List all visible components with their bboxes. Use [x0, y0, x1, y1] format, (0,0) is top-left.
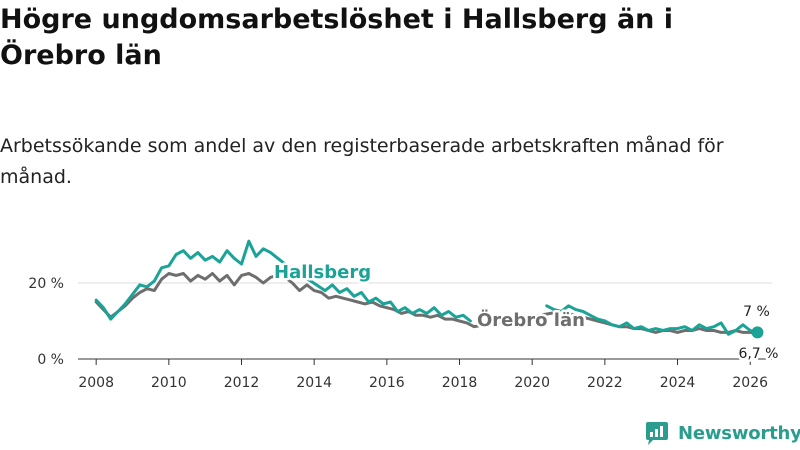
x-tick-label: 2024: [660, 375, 696, 391]
end-point-hallsberg: [751, 326, 764, 339]
end-label-orebro-lan: 6,7 %: [738, 346, 778, 362]
end-label-hallsberg: 7 %: [743, 304, 770, 320]
x-tick-label: 2014: [296, 375, 332, 391]
x-tick-label: 2016: [369, 375, 405, 391]
chart-title: Högre ungdomsarbetslöshet i Hallsberg än…: [0, 4, 674, 71]
x-tick-label: 2008: [78, 375, 114, 391]
series-label-orebro-lan: Örebro län: [477, 309, 585, 331]
series-line-hallsberg: [94, 239, 472, 323]
line-chart: 0 % 20 % 2008 2010 2012 2014 2016 2018 2020 2022 2…: [28, 239, 781, 391]
series-line-hallsberg: [545, 304, 759, 336]
series-label-hallsberg: Hallsberg: [274, 262, 371, 283]
chart-subtitle: Arbetssökande som andel av den registerb…: [0, 135, 724, 188]
x-tick-label: 2010: [151, 375, 187, 391]
x-tick-label: 2022: [587, 375, 623, 391]
y-tick-label: 0 %: [37, 352, 64, 368]
x-tick-label: 2018: [442, 375, 478, 391]
x-tick-label: 2020: [514, 375, 550, 391]
y-tick-label: 20 %: [28, 276, 64, 292]
x-tick-label: 2012: [224, 375, 260, 391]
newsworthy-logo-text: Newsworthy: [678, 422, 800, 444]
newsworthy-logo-icon: [646, 422, 668, 445]
newsworthy-logo: Newsworthy: [644, 420, 800, 446]
x-tick-label: 2026: [732, 375, 768, 391]
